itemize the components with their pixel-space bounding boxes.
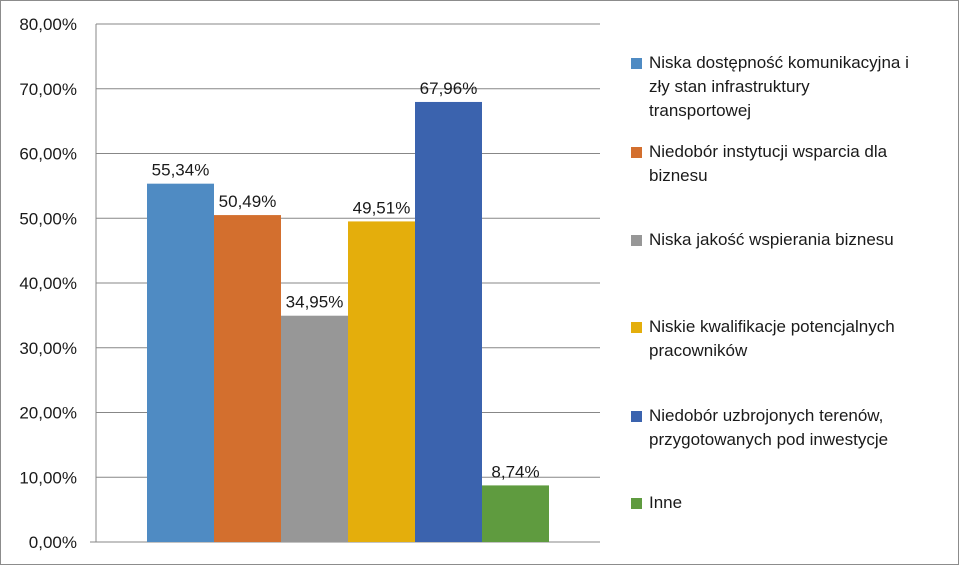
y-tick-label: 10,00%: [19, 468, 77, 487]
bar: [214, 215, 281, 542]
legend-label: Inne: [649, 491, 949, 515]
data-label: 50,49%: [219, 192, 277, 211]
legend-swatch: [631, 235, 642, 246]
y-tick-label: 80,00%: [19, 15, 77, 34]
legend-label: Niedobór uzbrojonych terenów, przygotowan…: [649, 404, 949, 452]
legend-label-line: biznesu: [649, 166, 708, 185]
legend-label: Niskie kwalifikacje potencjalnych pracown…: [649, 315, 949, 363]
legend-label: Niska dostępność komunikacyjna i zły stan…: [649, 51, 949, 123]
data-label: 67,96%: [420, 79, 478, 98]
legend-swatch: [631, 411, 642, 422]
legend-label-line: Inne: [649, 493, 683, 512]
bar: [482, 485, 549, 542]
y-tick-label: 50,00%: [19, 209, 77, 228]
y-tick-label: 70,00%: [19, 80, 77, 99]
legend-label-line: Niska dostępność komunikacyjna i: [649, 53, 909, 72]
legend-label-line: Niska jakość wspierania biznesu: [649, 230, 894, 249]
y-tick-label: 40,00%: [19, 274, 77, 293]
bar: [348, 221, 415, 543]
data-label: 55,34%: [152, 161, 210, 180]
y-tick-label: 30,00%: [19, 339, 77, 358]
data-label: 34,95%: [286, 293, 344, 312]
legend-label-line: zły stan infrastruktury: [649, 77, 810, 96]
y-tick-label: 0,00%: [29, 533, 77, 552]
legend-label-line: Niskie kwalifikacje potencjalnych: [649, 317, 895, 336]
data-label: 49,51%: [353, 198, 411, 217]
bar: [415, 101, 482, 543]
legend-swatch: [631, 498, 642, 509]
legend-swatch: [631, 58, 642, 69]
bar: [281, 315, 348, 542]
legend-label-line: przygotowanych pod inwestycje: [649, 430, 889, 449]
legend-label-line: pracowników: [649, 341, 748, 360]
legend-label-line: Niedobór instytucji wsparcia dla: [649, 142, 888, 161]
data-label: 8,74%: [491, 462, 539, 481]
legend-label-line: transportowej: [649, 101, 752, 120]
legend-swatch: [631, 147, 642, 158]
legend-label: Niedobór instytucji wsparcia dla biznesu: [649, 140, 949, 188]
y-tick-label: 60,00%: [19, 145, 77, 164]
y-tick-label: 20,00%: [19, 404, 77, 423]
legend-label-line: Niedobór uzbrojonych terenów,: [649, 406, 884, 425]
bar: [147, 183, 214, 542]
legend-label: Niska jakość wspierania biznesu: [649, 228, 949, 252]
legend-swatch: [631, 322, 642, 333]
